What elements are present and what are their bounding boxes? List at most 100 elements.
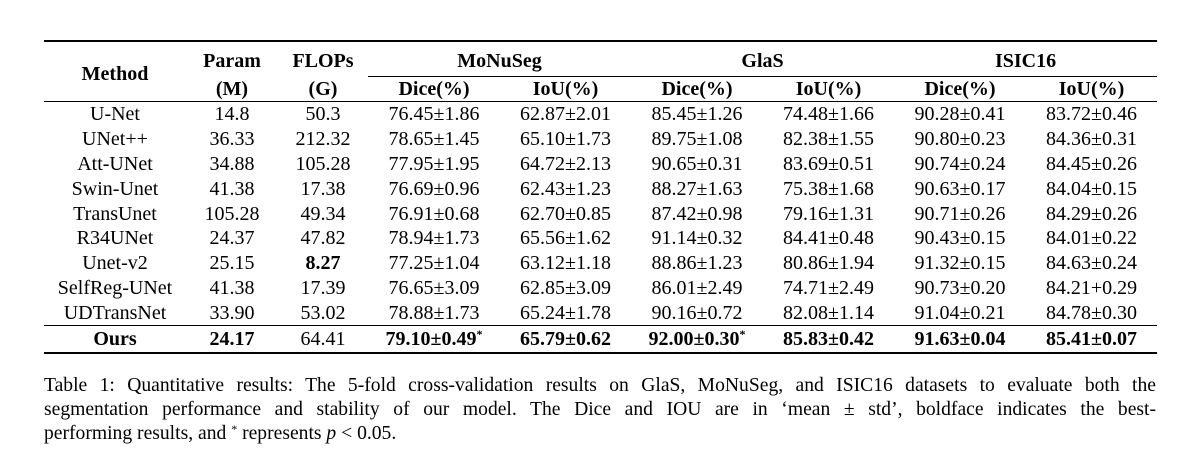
cell-isic16-iou-ours: 85.41±0.07 xyxy=(1026,325,1158,355)
cell-param: 25.15 xyxy=(209,252,255,275)
value-text: 92.00±0.30 xyxy=(648,328,740,351)
cell-monuseg-iou: 62.43±1.23 xyxy=(520,177,611,200)
cell-glas-iou: 84.41±0.48 xyxy=(783,227,874,250)
cell-monuseg-iou: 65.56±1.62 xyxy=(520,227,611,250)
cell-isic16-dice: 90.71±0.26 xyxy=(914,202,1006,225)
caption-text: represents xyxy=(237,423,327,444)
cell-glas-iou: 82.08±1.14 xyxy=(783,301,874,324)
caption-text: performing results, and xyxy=(44,423,232,444)
cell-glas-iou: 75.38±1.68 xyxy=(783,177,874,200)
significance-mark: * xyxy=(739,327,746,342)
table-caption: Table 1: Quantitative results: The 5-fol… xyxy=(44,374,1156,446)
cell-param: 105.28 xyxy=(204,202,260,225)
cell-monuseg-iou: 62.87±2.01 xyxy=(520,103,611,126)
cell-isic16-dice: 90.73±0.20 xyxy=(914,276,1006,299)
table-row: UNet++ 36.33 212.32 78.65±1.45 65.10±1.7… xyxy=(44,127,1157,152)
cell-isic16-dice: 90.80±0.23 xyxy=(914,128,1006,151)
cell-glas-iou: 80.86±1.94 xyxy=(783,252,874,275)
cell-monuseg-iou: 63.12±1.18 xyxy=(520,252,611,275)
header-monuseg-iou: IoU(%) xyxy=(500,76,632,102)
cell-method: TransUnet xyxy=(73,202,157,225)
cell-glas-dice: 89.75±1.08 xyxy=(651,128,743,151)
cell-monuseg-dice: 78.65±1.45 xyxy=(388,128,480,151)
cell-isic16-dice: 90.43±0.15 xyxy=(914,227,1006,250)
cell-glas-dice: 91.14±0.32 xyxy=(651,227,743,250)
cell-flops: 47.82 xyxy=(300,227,346,250)
cell-isic16-iou: 84.29±0.26 xyxy=(1046,202,1138,225)
cell-monuseg-dice: 76.69±0.96 xyxy=(388,177,480,200)
cell-monuseg-iou: 65.10±1.73 xyxy=(520,128,611,151)
cell-monuseg-iou: 62.85±3.09 xyxy=(520,276,611,299)
cell-monuseg-iou: 65.24±1.78 xyxy=(520,301,611,324)
cell-glas-dice: 87.42±0.98 xyxy=(651,202,743,225)
cell-monuseg-dice: 76.91±0.68 xyxy=(388,202,480,225)
cell-monuseg-iou: 62.70±0.85 xyxy=(520,202,611,225)
cell-flops: 212.32 xyxy=(295,128,351,151)
cell-monuseg-dice: 77.95±1.95 xyxy=(388,152,480,175)
results-table-container: Method Param FLOPs MoNuSeg GlaS ISIC16 (… xyxy=(44,40,1158,355)
cell-glas-dice: 86.01±2.49 xyxy=(651,276,743,299)
header-flops: FLOPs xyxy=(292,50,354,73)
cell-isic16-dice: 91.32±0.15 xyxy=(914,252,1006,275)
cell-param: 36.33 xyxy=(209,128,255,151)
cell-flops: 53.02 xyxy=(300,301,346,324)
cell-param: 24.37 xyxy=(209,227,255,250)
table-row: TransUnet 105.28 49.34 76.91±0.68 62.70±… xyxy=(44,201,1157,226)
cell-glas-iou: 74.48±1.66 xyxy=(783,103,874,126)
cell-param: 41.38 xyxy=(209,177,255,200)
table-row: U-Net 14.8 50.3 76.45±1.86 62.87±2.01 85… xyxy=(44,102,1157,127)
cell-isic16-iou: 83.72±0.46 xyxy=(1046,103,1138,126)
header-flops-unit: (G) xyxy=(278,76,368,102)
table-row: Unet-v2 25.15 8.27 77.25±1.04 63.12±1.18… xyxy=(44,251,1157,276)
cell-monuseg-dice: 76.65±3.09 xyxy=(388,276,480,299)
cell-isic16-iou: 84.01±0.22 xyxy=(1046,227,1138,250)
cell-isic16-iou: 84.21+0.29 xyxy=(1045,276,1138,299)
significance-mark: * xyxy=(476,327,483,342)
header-method: Method xyxy=(44,41,186,102)
header-glas-iou: IoU(%) xyxy=(763,76,895,102)
cell-glas-dice: 88.86±1.23 xyxy=(651,252,743,275)
cell-isic16-dice-ours: 91.63±0.04 xyxy=(894,325,1027,355)
cell-isic16-dice: 90.63±0.17 xyxy=(914,177,1006,200)
cell-param-ours: 24.17 xyxy=(186,325,278,355)
header-group-isic16: ISIC16 xyxy=(894,41,1158,77)
cell-monuseg-dice-ours: 79.10±0.49* xyxy=(368,325,500,355)
cell-param: 33.90 xyxy=(209,301,255,324)
cell-monuseg-iou: 64.72±2.13 xyxy=(520,152,611,175)
table-row: Swin-Unet 41.38 17.38 76.69±0.96 62.43±1… xyxy=(44,176,1157,201)
header-glas-dice: Dice(%) xyxy=(631,76,764,102)
cell-method-ours: Ours xyxy=(44,325,186,355)
cell-flops-ours: 64.41 xyxy=(278,325,368,355)
cell-method: R34UNet xyxy=(76,227,154,250)
cell-flops-best: 8.27 xyxy=(305,252,341,275)
cell-monuseg-dice: 76.45±1.86 xyxy=(388,103,480,126)
cell-flops: 49.34 xyxy=(300,202,346,225)
value-text: 79.10±0.49 xyxy=(385,328,477,351)
table-row: R34UNet 24.37 47.82 78.94±1.73 65.56±1.6… xyxy=(44,226,1157,251)
header-param-unit: (M) xyxy=(186,76,278,102)
caption-line-2: segmentation performance and stability o… xyxy=(44,399,1156,420)
cell-isic16-iou: 84.36±0.31 xyxy=(1046,128,1138,151)
table-row-ours: Ours 24.17 64.41 79.10±0.49* 65.79±0.62 … xyxy=(44,325,1158,355)
cell-param: 14.8 xyxy=(214,103,250,126)
cell-method: Unet-v2 xyxy=(82,252,148,275)
cell-isic16-iou: 84.04±0.15 xyxy=(1046,177,1138,200)
table-row: UDTransNet 33.90 53.02 78.88±1.73 65.24±… xyxy=(44,300,1157,325)
cell-flops: 50.3 xyxy=(305,103,341,126)
cell-param: 41.38 xyxy=(209,276,255,299)
cell-isic16-dice: 91.04±0.21 xyxy=(914,301,1006,324)
header-param: Param xyxy=(203,50,261,73)
table-row: SelfReg-UNet 41.38 17.39 76.65±3.09 62.8… xyxy=(44,276,1157,301)
cell-glas-dice-ours: 92.00±0.30* xyxy=(631,325,764,355)
cell-flops: 17.38 xyxy=(300,177,346,200)
cell-method: U-Net xyxy=(90,103,140,126)
cell-isic16-dice: 90.28±0.41 xyxy=(914,103,1006,126)
cell-glas-iou: 83.69±0.51 xyxy=(783,152,874,175)
header-isic16-iou: IoU(%) xyxy=(1026,76,1158,102)
caption-p-symbol: p xyxy=(326,423,337,444)
caption-text: < 0.05. xyxy=(336,423,397,444)
cell-param: 34.88 xyxy=(209,152,255,175)
caption-line-1: Table 1: Quantitative results: The 5-fol… xyxy=(44,375,1156,396)
cell-glas-dice: 90.16±0.72 xyxy=(651,301,743,324)
cell-glas-dice: 85.45±1.26 xyxy=(651,103,743,126)
